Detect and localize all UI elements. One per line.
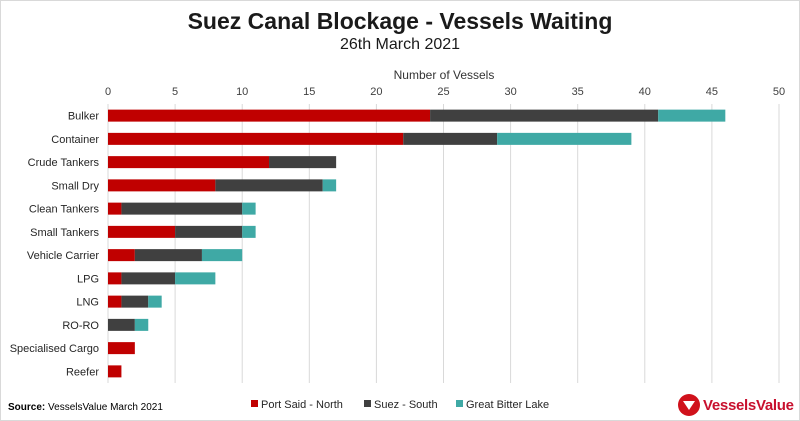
category-label: Crude Tankers <box>28 157 100 169</box>
bar-segment <box>175 225 243 238</box>
category-labels: Bulker Container Crude Tankers Small Dry Cle… <box>10 111 100 379</box>
x-tick-label: 20 <box>370 86 382 98</box>
x-tick-label: 30 <box>504 86 516 98</box>
bar-segment <box>108 365 122 378</box>
category-label: LNG <box>76 297 99 309</box>
logo-text: VesselsValue <box>703 396 794 414</box>
bar-segment <box>121 272 176 285</box>
legend-swatch <box>251 400 258 407</box>
category-label: RO-RO <box>62 320 99 332</box>
category-label: Reefer <box>66 366 99 378</box>
bar-segment <box>108 109 431 122</box>
bar-segment <box>108 156 270 169</box>
legend-swatch <box>364 400 371 407</box>
category-label: Vehicle Carrier <box>27 250 99 262</box>
bar-segment <box>497 132 632 145</box>
x-tick-label: 5 <box>172 86 178 98</box>
gridlines <box>107 104 780 383</box>
category-label: Container <box>51 134 99 146</box>
bar-segment <box>215 179 323 192</box>
legend-label: Suez - South <box>374 399 438 411</box>
category-label: Bulker <box>68 111 100 123</box>
legend-label: Great Bitter Lake <box>466 399 549 411</box>
bar-segment <box>108 272 122 285</box>
bar-segment <box>175 272 216 285</box>
x-tick-label: 50 <box>773 86 785 98</box>
x-tick-label: 0 <box>105 86 111 98</box>
bar-segment <box>108 225 176 238</box>
bar-segment <box>121 295 149 308</box>
bar-segment <box>108 342 135 355</box>
bar-segment <box>658 109 726 122</box>
x-tick-labels: 0 5 10 15 20 25 30 35 40 45 50 <box>105 86 785 98</box>
bar-segment <box>108 318 135 331</box>
bar-segment <box>403 132 498 145</box>
bar-segment <box>242 202 256 215</box>
legend-swatch <box>456 400 463 407</box>
bar-segment <box>108 202 122 215</box>
bar-segment <box>134 249 202 262</box>
category-label: LPG <box>77 273 99 285</box>
bar-segment <box>108 132 404 145</box>
bar-segment <box>201 249 243 262</box>
bar-segment <box>269 156 337 169</box>
x-tick-label: 45 <box>706 86 718 98</box>
bar-segment <box>108 295 122 308</box>
vesselsvalue-logo: VesselsValue <box>678 393 794 417</box>
x-tick-label: 35 <box>572 86 584 98</box>
bar-segment <box>242 225 256 238</box>
bar-segment <box>322 179 337 192</box>
x-axis-label: Number of Vessels <box>394 68 495 82</box>
bar-segment <box>134 318 149 331</box>
bars <box>108 109 726 378</box>
category-label: Small Dry <box>51 180 99 192</box>
bar-segment <box>108 249 135 262</box>
x-tick-label: 40 <box>639 86 651 98</box>
bar-segment <box>148 295 162 308</box>
source-note: Source: VesselsValue March 2021 <box>8 402 163 413</box>
x-tick-label: 25 <box>437 86 449 98</box>
source-text: VesselsValue March 2021 <box>48 402 163 413</box>
bar-segment <box>121 202 243 215</box>
x-tick-label: 10 <box>236 86 248 98</box>
bar-segment <box>430 109 659 122</box>
category-label: Specialised Cargo <box>10 343 99 355</box>
x-tick-label: 15 <box>303 86 315 98</box>
chart-title: Suez Canal Blockage - Vessels Waiting <box>187 8 613 34</box>
legend-label: Port Said - North <box>261 399 343 411</box>
legend: Port Said - North Suez - South Great Bitte… <box>251 399 549 411</box>
chart-subtitle: 26th March 2021 <box>339 36 461 53</box>
category-label: Small Tankers <box>30 227 99 239</box>
source-label: Source: <box>8 402 46 413</box>
logo-mark-icon <box>678 394 700 416</box>
bar-segment <box>108 179 216 192</box>
category-label: Clean Tankers <box>29 204 100 216</box>
